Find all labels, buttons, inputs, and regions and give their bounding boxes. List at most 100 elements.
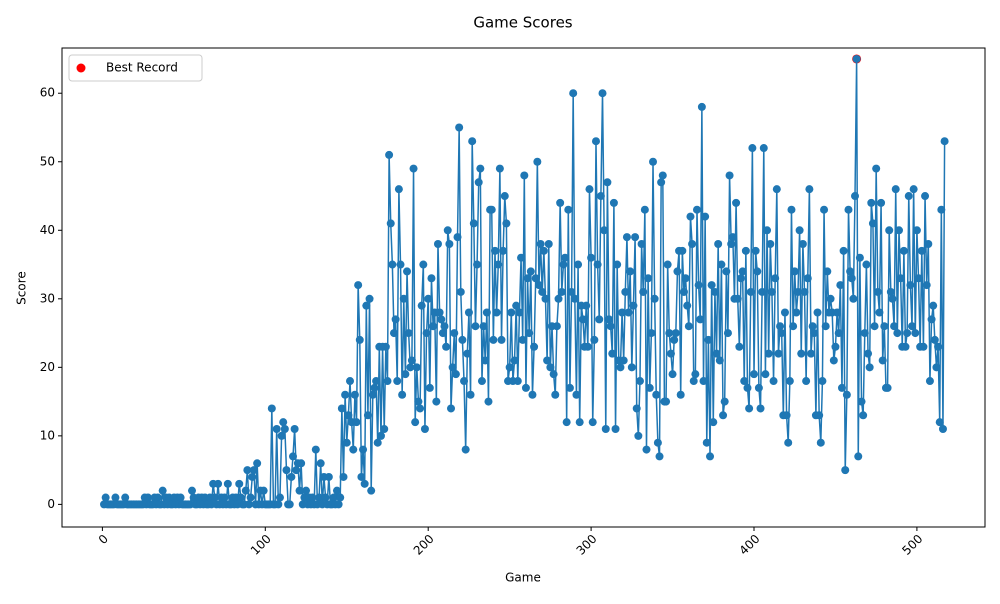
data-point (663, 260, 672, 269)
data-point (867, 198, 876, 207)
data-point (787, 205, 796, 214)
data-point (365, 294, 374, 303)
data-point (766, 239, 775, 248)
data-point (924, 239, 933, 248)
data-point (860, 329, 869, 338)
data-point (694, 281, 703, 290)
data-point (243, 466, 252, 475)
data-point (565, 383, 574, 392)
data-point (468, 137, 477, 146)
data-point (479, 322, 488, 331)
data-point (688, 239, 697, 248)
data-point (758, 287, 767, 296)
data-point (518, 335, 527, 344)
data-point (665, 329, 674, 338)
data-point (873, 287, 882, 296)
data-point (596, 192, 605, 201)
data-point (823, 267, 832, 276)
data-point (153, 493, 162, 502)
data-point (455, 123, 464, 132)
data-point (714, 239, 723, 248)
data-point (894, 226, 903, 235)
data-point (678, 246, 687, 255)
data-point (595, 315, 604, 324)
data-point (710, 287, 719, 296)
data-point (745, 404, 754, 413)
data-point (666, 349, 675, 358)
data-point (590, 335, 599, 344)
data-point (810, 329, 819, 338)
data-point (890, 322, 899, 331)
data-point (842, 390, 851, 399)
data-point (391, 315, 400, 324)
data-point (857, 397, 866, 406)
data-point (601, 425, 610, 434)
data-point (235, 479, 244, 488)
data-point (404, 329, 413, 338)
data-point (790, 267, 799, 276)
data-point (515, 308, 524, 317)
data-point (585, 185, 594, 194)
data-point (784, 438, 793, 447)
data-point (341, 390, 350, 399)
data-point (683, 301, 692, 310)
data-point (453, 233, 462, 242)
data-point (557, 287, 566, 296)
data-point (689, 377, 698, 386)
data-point (655, 452, 664, 461)
data-point (279, 418, 288, 427)
data-point (411, 418, 420, 427)
data-point (339, 472, 348, 481)
data-point (883, 383, 892, 392)
data-point (536, 239, 545, 248)
data-point (376, 431, 385, 440)
data-point (490, 246, 499, 255)
data-point (626, 267, 635, 276)
data-point (549, 370, 558, 379)
data-point (419, 260, 428, 269)
data-point (292, 466, 301, 475)
data-point (360, 479, 369, 488)
data-point (914, 274, 923, 283)
data-point (176, 493, 185, 502)
data-point (241, 486, 250, 495)
data-point (728, 233, 737, 242)
data-point (337, 404, 346, 413)
data-point (448, 363, 457, 372)
data-point (637, 239, 646, 248)
data-point (864, 349, 873, 358)
data-point (925, 377, 934, 386)
data-point (800, 287, 809, 296)
data-point (837, 383, 846, 392)
data-point (315, 493, 324, 502)
data-point (808, 322, 817, 331)
data-point (332, 486, 341, 495)
data-point (534, 281, 543, 290)
data-point (865, 363, 874, 372)
data-point (591, 137, 600, 146)
data-point (464, 308, 473, 317)
y-axis-label: Score (15, 271, 29, 305)
data-point (562, 418, 571, 427)
data-point (513, 377, 522, 386)
data-point (482, 308, 491, 317)
data-point (274, 500, 283, 509)
data-point (344, 411, 353, 420)
data-point (849, 294, 858, 303)
data-point (355, 335, 364, 344)
data-point (751, 246, 760, 255)
data-point (764, 349, 773, 358)
data-point (616, 363, 625, 372)
data-point (489, 335, 498, 344)
data-point (767, 287, 776, 296)
data-point (471, 322, 480, 331)
data-point (929, 301, 938, 310)
y-tick-label: 50 (40, 154, 55, 168)
data-point (463, 349, 472, 358)
data-point (922, 281, 931, 290)
data-point (736, 274, 745, 283)
data-point (500, 192, 509, 201)
data-point (668, 370, 677, 379)
data-point (821, 322, 830, 331)
data-point (587, 253, 596, 262)
